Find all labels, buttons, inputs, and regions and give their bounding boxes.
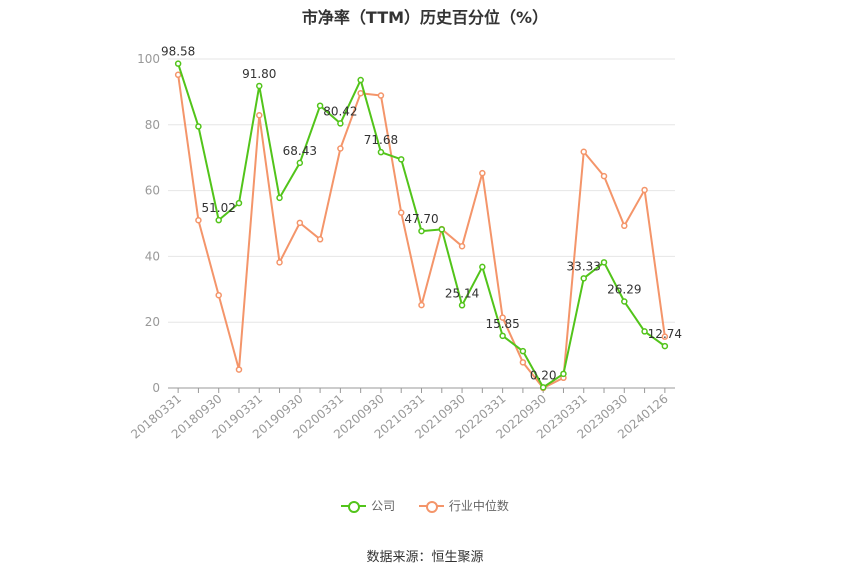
data-label: 51.02 <box>202 201 236 215</box>
industry-point <box>641 186 648 194</box>
company-point <box>539 384 547 391</box>
legend-label-company: 公司 <box>371 499 396 513</box>
legend-line-marker-icon <box>341 499 367 513</box>
industry-point <box>661 333 669 340</box>
data-label: 26.29 <box>607 283 641 297</box>
y-tick-label: 20 <box>145 315 160 329</box>
company-point <box>580 275 587 282</box>
industry-point <box>296 219 304 227</box>
company-point <box>560 370 567 378</box>
data-label: 98.58 <box>161 45 195 59</box>
industry-point <box>519 359 527 366</box>
industry-point <box>499 314 506 321</box>
company-point <box>377 148 385 156</box>
y-tick-label: 40 <box>145 249 160 263</box>
data-label: 25.14 <box>445 286 479 300</box>
industry-point <box>600 172 608 180</box>
chart-title: 市净率（TTM）历史百分位（%） <box>301 8 549 27</box>
legend-label-industry: 行业中位数 <box>448 499 509 513</box>
company-point <box>641 328 648 335</box>
data-label: 33.33 <box>567 259 601 273</box>
company-point <box>276 194 283 202</box>
data-label: 47.70 <box>404 212 438 226</box>
y-tick-label: 0 <box>152 381 160 395</box>
company-point <box>438 226 446 233</box>
company-point <box>499 332 506 340</box>
data-label: 80.42 <box>323 104 357 118</box>
company-point <box>174 60 182 67</box>
industry-point <box>235 366 243 373</box>
data-label: 91.80 <box>242 67 276 81</box>
industry-point <box>621 222 628 230</box>
company-point <box>661 342 669 350</box>
data-label: 0.20 <box>530 368 557 382</box>
industry-point <box>377 92 385 99</box>
legend-item-industry[interactable]: 行业中位数 <box>418 497 509 514</box>
company-point <box>600 259 608 266</box>
legend-line-marker-icon <box>418 499 444 513</box>
y-tick-label: 100 <box>137 52 160 66</box>
company-point <box>316 102 324 109</box>
data-label: 68.43 <box>283 144 317 158</box>
data-label: 71.68 <box>364 133 398 147</box>
company-point <box>397 156 405 163</box>
company-point <box>519 347 527 355</box>
legend: 公司 行业中位数 <box>0 497 850 516</box>
industry-point <box>580 148 587 156</box>
industry-point <box>174 71 182 79</box>
industry-point <box>397 209 405 216</box>
industry-point <box>479 169 486 177</box>
company-point <box>215 216 222 224</box>
data-label: 15.85 <box>485 317 519 331</box>
company-point <box>256 82 263 90</box>
industry-point <box>458 242 466 250</box>
industry-point <box>256 112 263 119</box>
company-point <box>479 263 486 271</box>
y-tick-label: 80 <box>145 118 160 132</box>
data-label: 12.74 <box>648 327 682 341</box>
industry-point <box>357 89 364 97</box>
industry-point <box>316 236 324 243</box>
company-point <box>235 199 243 207</box>
industry-point <box>195 216 202 224</box>
company-point <box>458 302 466 309</box>
industry-point <box>418 301 425 309</box>
y-tick-label: 60 <box>145 184 160 198</box>
industry-point <box>276 259 283 266</box>
company-point <box>195 123 202 130</box>
company-point <box>418 227 425 235</box>
data-source: 数据来源：恒生聚源 <box>366 550 484 565</box>
company-point <box>296 159 304 167</box>
company-point <box>357 76 364 84</box>
industry-point <box>337 145 344 152</box>
company-point <box>337 120 344 127</box>
company-point <box>621 298 628 305</box>
legend-item-company[interactable]: 公司 <box>341 497 395 514</box>
industry-point <box>215 291 222 299</box>
